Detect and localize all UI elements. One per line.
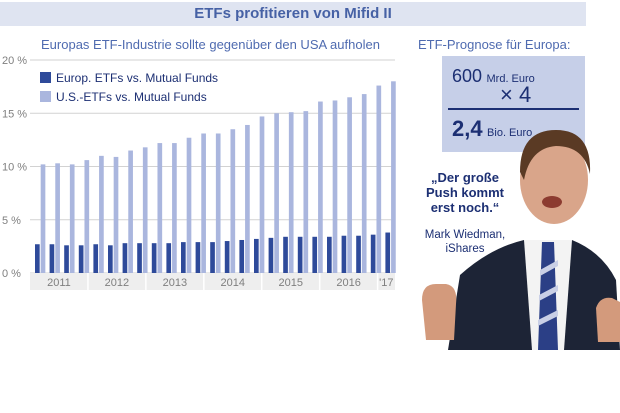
x-tick-label: 2016 [336, 277, 360, 289]
bar-europe [385, 232, 391, 273]
bar-europe [137, 243, 142, 273]
x-tick-label: '17 [379, 277, 393, 289]
legend-swatch [40, 91, 51, 102]
bar-us [259, 116, 265, 273]
bar-us [142, 147, 148, 273]
etf-bar-chart: 0 %5 %10 %15 %20 % 2011 2012 2013 2014 2015 2… [2, 55, 396, 290]
bar-europe [35, 244, 40, 273]
bar-europe [210, 242, 215, 273]
bar-us [303, 111, 309, 273]
bar-europe [341, 235, 347, 273]
bar-europe [195, 242, 201, 273]
forecast-result: 2,4 [452, 116, 483, 141]
bar-europe [224, 241, 230, 273]
forecast-title: ETF-Prognose für Europa: [418, 37, 571, 52]
chart-subtitle: Europas ETF-Industrie sollte gegenüber d… [41, 37, 380, 52]
forecast-amount-unit: Mrd. Euro [486, 73, 535, 85]
bar-us [201, 133, 206, 273]
tie-stripe [538, 260, 558, 326]
legend-label: Europ. ETFs vs. Mutual Funds [56, 71, 218, 85]
fist-right [596, 297, 620, 342]
forecast-divider [448, 108, 579, 110]
y-tick-label: 10 % [2, 162, 27, 174]
bar-europe [64, 245, 69, 273]
bar-us [391, 81, 396, 273]
title-bar: ETFs profitieren von Mifid II [0, 2, 586, 26]
bar-us [288, 112, 294, 273]
bar-europe [327, 236, 332, 273]
x-tick-label: 2014 [221, 277, 245, 289]
y-tick-label: 5 % [2, 215, 21, 227]
quote-text: „Der große Push kommt erst noch.“ [418, 170, 512, 215]
quote-author: Mark Wiedman, iShares [418, 228, 512, 256]
bar-us [172, 143, 177, 273]
quote-line-2: Push kommt [425, 185, 504, 200]
legend-label: U.S.-ETFs vs. Mutual Funds [56, 90, 207, 104]
forecast-box: 600 Mrd. Euro × 4 2,4 Bio. Euro [442, 56, 585, 152]
legend-swatch [40, 72, 51, 83]
bar-europe [108, 245, 113, 273]
hair [520, 130, 591, 180]
quote-line-1: „Der große [431, 170, 499, 185]
bar-europe [78, 245, 84, 273]
bar-us [274, 113, 279, 273]
bar-europe [49, 244, 55, 273]
x-tick-label: 2011 [47, 277, 71, 289]
forecast-amount-line: 600 Mrd. Euro [452, 66, 535, 87]
bar-us [376, 85, 382, 273]
bar-europe [122, 243, 128, 273]
bar-europe [239, 239, 245, 273]
fist-left [422, 284, 457, 340]
bar-us [186, 137, 192, 273]
bar-europe [151, 243, 157, 273]
x-axis-band [30, 273, 395, 290]
bar-us [318, 101, 323, 273]
bar-us [55, 163, 60, 273]
y-tick-label: 20 % [2, 55, 27, 67]
page-title: ETFs profitieren von Mifid II [194, 5, 392, 22]
portrait-photo [422, 130, 620, 350]
bar-us [99, 155, 104, 273]
bar-europe [312, 236, 318, 273]
bar-us [157, 143, 163, 273]
quote-author-company: iShares [445, 243, 485, 255]
quote-line-3: erst noch.“ [430, 200, 500, 215]
bar-us [361, 94, 367, 273]
y-axis-ticks: 0 % 5 % 10 % 15 % 20 % [2, 55, 27, 280]
forecast-result-unit: Bio. Euro [487, 127, 533, 139]
forecast-amount: 600 [452, 66, 483, 86]
bar-us [230, 129, 236, 273]
bar-europe [93, 244, 99, 273]
face [520, 136, 588, 224]
bar-europe [254, 238, 259, 273]
bar-us [215, 133, 221, 273]
bar-us [347, 97, 352, 274]
mouth [542, 196, 562, 208]
x-axis: 2011 2012 2013 2014 2015 2016 '17 [30, 273, 395, 290]
bar-us [40, 164, 46, 273]
chart-bars [35, 81, 396, 274]
chart-legend: Europ. ETFs vs. Mutual Funds U.S.-ETFs vs… [40, 71, 218, 104]
x-tick-label: 2013 [163, 277, 187, 289]
bar-us [113, 156, 119, 273]
bar-us [245, 124, 250, 273]
bar-us [69, 164, 75, 273]
bar-europe [166, 243, 172, 273]
bar-europe [268, 237, 274, 273]
bar-europe [181, 242, 186, 273]
x-tick-label: 2015 [278, 277, 302, 289]
bar-us [84, 160, 90, 273]
forecast-result-line: 2,4 Bio. Euro [452, 116, 532, 142]
quote-author-name: Mark Wiedman, [424, 229, 506, 241]
bar-europe [370, 234, 376, 273]
bar-us [128, 150, 133, 273]
y-tick-label: 0 % [2, 268, 21, 280]
bar-us [332, 100, 338, 273]
bar-europe [283, 236, 288, 273]
forecast-multiplier: × 4 [500, 82, 532, 107]
bar-europe [356, 235, 361, 273]
x-tick-label: 2012 [105, 277, 129, 289]
bar-europe [297, 236, 303, 273]
y-tick-label: 15 % [2, 108, 27, 120]
